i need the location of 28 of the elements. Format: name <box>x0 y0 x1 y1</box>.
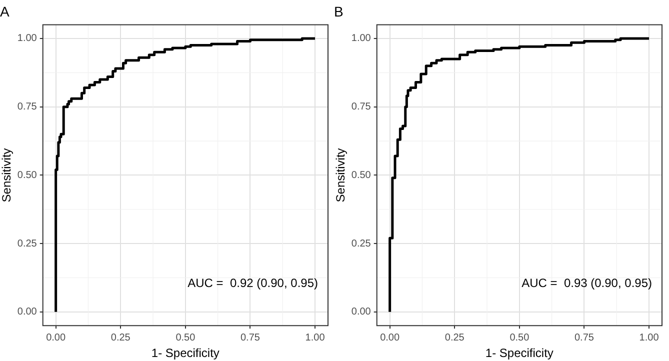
chart-title: B <box>334 3 344 20</box>
x-axis-title: 1- Specificity <box>485 346 554 360</box>
x-tick-label: 0.50 <box>176 332 196 344</box>
annotation: AUC = 0.93 (0.90, 0.95) <box>522 276 652 290</box>
x-tick-label: 1.00 <box>305 332 326 344</box>
x-tick-label: 0.75 <box>574 332 594 344</box>
x-tick-label: 0.50 <box>510 332 530 344</box>
y-tick-label: 0.50 <box>17 170 38 181</box>
x-tick-label: 0.25 <box>444 332 465 344</box>
y-tick-label: 0.75 <box>17 102 38 113</box>
annotation: AUC = 0.92 (0.90, 0.95) <box>188 276 318 290</box>
y-tick-label: 1.00 <box>351 33 372 44</box>
y-axis-title: Sensitivity <box>0 148 14 202</box>
x-axis-title: 1- Specificity <box>151 346 220 360</box>
x-tick-label: 0.75 <box>240 332 260 344</box>
chart-title: A <box>0 3 10 20</box>
x-tick-label: 0.25 <box>110 332 131 344</box>
y-tick-label: 0.75 <box>351 102 372 113</box>
x-tick-label: 1.00 <box>639 332 660 344</box>
x-tick-label: 0.00 <box>380 332 400 344</box>
y-tick-label: 0.25 <box>17 238 38 250</box>
y-tick-label: 0.00 <box>351 306 372 318</box>
y-tick-label: 0.00 <box>17 306 38 318</box>
y-tick-label: 0.25 <box>351 238 372 250</box>
y-axis-title: Sensitivity <box>334 148 348 202</box>
y-tick-label: 1.00 <box>17 33 38 44</box>
x-tick-label: 0.00 <box>46 332 66 344</box>
y-tick-label: 0.50 <box>351 170 372 181</box>
